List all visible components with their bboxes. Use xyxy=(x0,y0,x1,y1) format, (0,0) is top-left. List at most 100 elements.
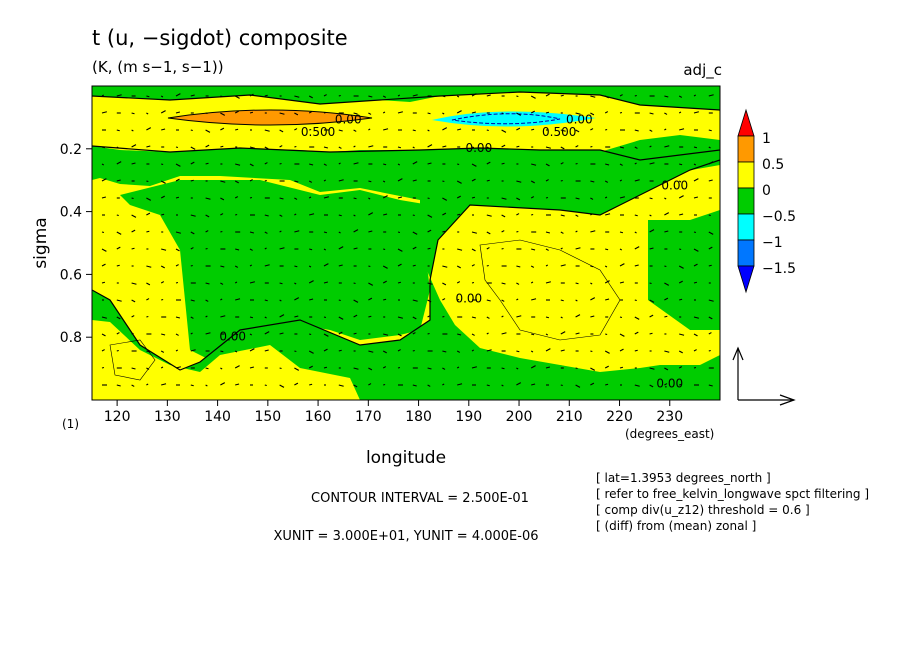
vector-glyph xyxy=(131,282,137,285)
vector-glyph xyxy=(146,197,152,201)
vector-glyph xyxy=(664,383,668,386)
vector-glyph xyxy=(101,248,107,252)
colorbar-label: −1.5 xyxy=(762,261,796,277)
thin-contour-east xyxy=(479,239,621,341)
vector-glyph xyxy=(309,298,314,301)
vector-glyph xyxy=(575,230,578,233)
vector-glyph xyxy=(486,231,491,235)
vector-glyph xyxy=(160,195,165,199)
vector-glyph xyxy=(456,265,461,269)
contour-label: 0.500 xyxy=(301,125,335,139)
vector-glyph xyxy=(397,178,403,182)
note-line: [ comp div(u_z12) threshold = 0.6 ] xyxy=(596,503,810,517)
vector-glyph xyxy=(664,112,668,115)
vector-glyph xyxy=(220,382,226,386)
vector-glyph xyxy=(708,179,713,182)
vector-glyph xyxy=(368,315,372,318)
vector-glyph xyxy=(545,248,549,251)
vector-glyph xyxy=(619,94,623,97)
vector-glyph xyxy=(604,196,608,199)
vector-glyph xyxy=(368,95,373,98)
vector-glyph xyxy=(249,179,253,182)
vector-glyph xyxy=(323,179,327,182)
vector-glyph xyxy=(131,129,134,132)
vector-glyph xyxy=(323,231,328,234)
vector-glyph xyxy=(249,163,254,167)
vector-glyph xyxy=(679,298,683,301)
vector-glyph xyxy=(516,282,520,285)
vector-glyph xyxy=(560,264,566,267)
vector-glyph xyxy=(471,349,475,352)
vector-glyph xyxy=(279,384,285,388)
vector-glyph xyxy=(412,94,418,97)
vector-glyph xyxy=(486,161,491,165)
vector-glyph xyxy=(693,349,697,352)
vector-glyph xyxy=(664,297,669,301)
vector-glyph xyxy=(442,127,448,131)
vector-glyph xyxy=(590,197,594,200)
vector-glyph xyxy=(323,196,329,199)
vector-glyph xyxy=(353,112,358,115)
vector-glyph xyxy=(205,299,209,302)
vector-glyph xyxy=(427,229,432,233)
vector-glyph xyxy=(220,298,223,301)
vector-glyph xyxy=(471,366,477,369)
vector-glyph xyxy=(175,248,180,252)
vector-glyph xyxy=(664,282,670,286)
run-name: adj_c xyxy=(683,61,722,80)
vector-glyph xyxy=(338,214,342,217)
vector-glyph xyxy=(205,129,211,133)
vector-glyph xyxy=(234,95,240,99)
vector-glyph xyxy=(249,231,255,234)
vector-glyph xyxy=(560,146,565,150)
cool-core-contour xyxy=(451,113,561,125)
vector-glyph xyxy=(590,230,596,233)
vector-glyph xyxy=(338,384,344,387)
y-axis-label: sigma xyxy=(31,217,51,268)
vector-glyph xyxy=(308,350,314,354)
vector-glyph xyxy=(190,231,195,235)
vector-glyph xyxy=(456,180,462,184)
vector-glyph xyxy=(294,128,298,131)
vector-glyph xyxy=(649,162,655,165)
vector-glyph xyxy=(249,248,253,251)
vector-glyph xyxy=(442,112,445,115)
vector-glyph xyxy=(368,367,373,371)
vector-glyph xyxy=(471,248,476,252)
vector-glyph xyxy=(693,146,698,149)
warm-region-lowerleft xyxy=(92,320,360,400)
vector-glyph xyxy=(160,110,166,114)
vector-glyph xyxy=(634,179,640,182)
vector-glyph xyxy=(486,94,491,97)
vector-glyph xyxy=(249,316,254,319)
vector-glyph xyxy=(323,348,328,352)
vector-glyph xyxy=(264,316,267,319)
vector-glyph xyxy=(249,366,255,369)
vector-glyph xyxy=(575,314,581,318)
vector-glyph xyxy=(264,231,268,234)
vector-glyph xyxy=(308,196,312,199)
vector-glyph xyxy=(101,349,105,352)
vector-glyph xyxy=(693,196,699,199)
vector-glyph xyxy=(501,332,507,335)
vector-glyph xyxy=(160,281,165,284)
vector-glyph xyxy=(190,384,194,387)
vector-glyph xyxy=(205,282,210,285)
vector-field xyxy=(101,93,714,388)
vector-glyph xyxy=(382,95,387,98)
vector-glyph xyxy=(294,197,298,200)
vector-glyph xyxy=(397,163,401,166)
vector-glyph xyxy=(590,265,594,268)
vector-glyph xyxy=(368,197,371,200)
vector-glyph xyxy=(649,214,652,217)
vector-glyph xyxy=(604,365,609,369)
contour-label: 0.00 xyxy=(566,113,593,127)
vector-glyph xyxy=(560,331,566,335)
vector-glyph xyxy=(442,230,446,233)
vector-glyph xyxy=(664,197,667,200)
vector-glyph xyxy=(471,163,477,167)
vector-glyph xyxy=(486,332,489,335)
vector-glyph xyxy=(560,162,564,165)
vector-glyph xyxy=(427,144,433,148)
